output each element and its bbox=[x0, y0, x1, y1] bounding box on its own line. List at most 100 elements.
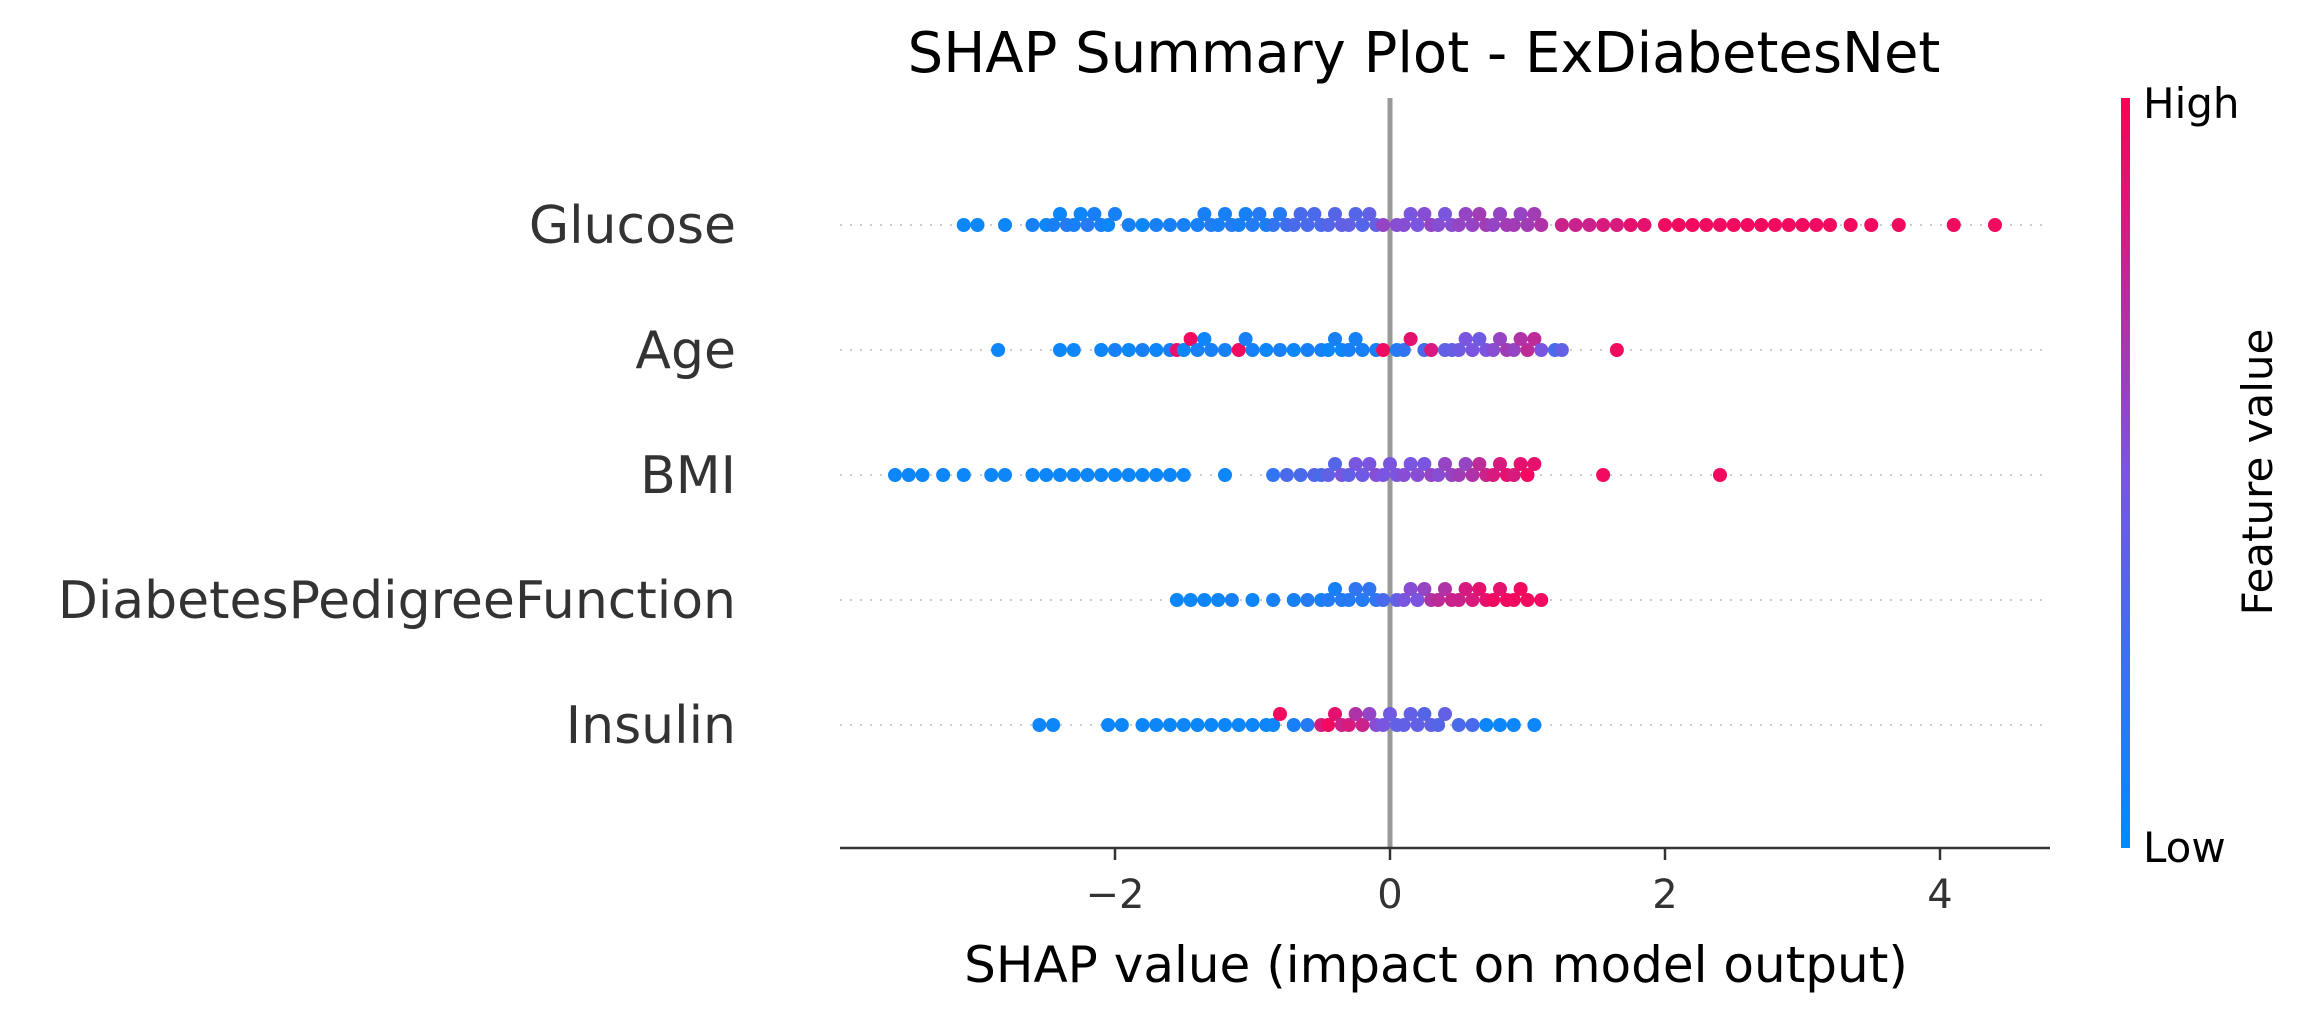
shap-point bbox=[1843, 218, 1858, 232]
shap-point bbox=[1293, 207, 1308, 221]
shap-point bbox=[1362, 457, 1377, 471]
shap-point bbox=[1891, 218, 1906, 232]
shap-point bbox=[1637, 218, 1652, 232]
shap-point bbox=[1493, 457, 1507, 471]
shap-point bbox=[1506, 468, 1521, 482]
shap-point bbox=[1101, 718, 1116, 732]
shap-point bbox=[1321, 468, 1336, 482]
shap-point bbox=[1726, 218, 1741, 232]
shap-point bbox=[1032, 718, 1047, 732]
shap-point bbox=[1321, 718, 1336, 732]
shap-point bbox=[1066, 468, 1081, 482]
shap-point bbox=[1472, 457, 1487, 471]
shap-point bbox=[998, 218, 1012, 232]
shap-point bbox=[1328, 457, 1342, 471]
shap-point bbox=[1328, 207, 1342, 221]
shap-point bbox=[1768, 218, 1782, 232]
shap-point bbox=[1218, 718, 1232, 732]
shap-point bbox=[1293, 468, 1308, 482]
shap-point bbox=[956, 468, 971, 482]
shap-point bbox=[1417, 457, 1432, 471]
shap-point bbox=[1527, 332, 1542, 346]
shap-point bbox=[1300, 718, 1315, 732]
shap-point bbox=[1520, 593, 1535, 607]
shap-point bbox=[1224, 593, 1239, 607]
shap-points bbox=[888, 207, 2002, 732]
shap-point bbox=[1431, 218, 1446, 232]
shap-point bbox=[1279, 468, 1294, 482]
shap-point bbox=[1108, 207, 1122, 221]
shap-point bbox=[991, 343, 1006, 357]
shap-point bbox=[1266, 468, 1281, 482]
shap-point bbox=[1431, 468, 1446, 482]
shap-point bbox=[1609, 343, 1624, 357]
shap-point bbox=[1025, 468, 1040, 482]
shap-point bbox=[1169, 593, 1184, 607]
x-axis-label: SHAP value (impact on model output) bbox=[964, 936, 1908, 994]
shap-point bbox=[1527, 457, 1542, 471]
shap-point bbox=[956, 218, 971, 232]
shap-point bbox=[1534, 343, 1549, 357]
shap-point bbox=[1238, 207, 1253, 221]
shap-point bbox=[1685, 218, 1700, 232]
shap-point bbox=[1341, 468, 1356, 482]
shap-point bbox=[1596, 468, 1611, 482]
shap-point bbox=[1300, 343, 1315, 357]
shap-point bbox=[1493, 332, 1507, 346]
chart-title: SHAP Summary Plot - ExDiabetesNet bbox=[908, 21, 1941, 86]
shap-point bbox=[1506, 593, 1521, 607]
shap-point bbox=[1114, 718, 1129, 732]
shap-point bbox=[1286, 218, 1301, 232]
shap-point bbox=[1486, 343, 1501, 357]
shap-point bbox=[1190, 343, 1205, 357]
shap-point bbox=[1795, 218, 1810, 232]
shap-point bbox=[1039, 468, 1054, 482]
shap-point bbox=[1341, 593, 1356, 607]
shap-point bbox=[1493, 582, 1507, 596]
shap-point bbox=[1176, 343, 1191, 357]
shap-point bbox=[1527, 207, 1542, 221]
shap-point bbox=[1176, 468, 1191, 482]
shap-point bbox=[1094, 468, 1109, 482]
shap-point bbox=[1486, 218, 1501, 232]
shap-point bbox=[1094, 343, 1109, 357]
shap-point bbox=[1321, 343, 1336, 357]
shap-point bbox=[1451, 468, 1466, 482]
colorbar-low-label: Low bbox=[2143, 823, 2226, 872]
shap-point bbox=[1376, 593, 1391, 607]
shap-point bbox=[1066, 343, 1081, 357]
shap-point bbox=[1493, 207, 1507, 221]
shap-point bbox=[1713, 468, 1727, 482]
shap-point bbox=[1080, 218, 1095, 232]
shap-point bbox=[1053, 207, 1067, 221]
shap-point bbox=[1458, 582, 1473, 596]
shap-point bbox=[1403, 457, 1418, 471]
shap-point bbox=[1781, 218, 1796, 232]
shap-point bbox=[1376, 718, 1391, 732]
shap-point bbox=[1465, 718, 1480, 732]
shap-point bbox=[1424, 343, 1439, 357]
x-tick-label: 4 bbox=[1927, 872, 1952, 918]
shap-point bbox=[1376, 343, 1391, 357]
shap-point bbox=[1431, 718, 1446, 732]
shap-point bbox=[1101, 218, 1116, 232]
shap-point bbox=[1506, 343, 1521, 357]
shap-point bbox=[1121, 468, 1136, 482]
shap-point bbox=[1479, 718, 1494, 732]
shap-point bbox=[1341, 218, 1356, 232]
shap-point bbox=[1396, 593, 1411, 607]
feature-label: Age bbox=[635, 321, 736, 381]
shap-point bbox=[1300, 593, 1315, 607]
feature-label: Insulin bbox=[566, 696, 736, 756]
shap-point bbox=[1623, 218, 1638, 232]
shap-point bbox=[1383, 457, 1397, 471]
shap-point bbox=[1053, 468, 1067, 482]
shap-point bbox=[984, 468, 999, 482]
shap-point bbox=[1410, 593, 1425, 607]
shap-point bbox=[1554, 218, 1569, 232]
shap-point bbox=[1472, 582, 1487, 596]
shap-point bbox=[1176, 218, 1191, 232]
shap-point bbox=[1121, 218, 1136, 232]
shap-point bbox=[1513, 582, 1528, 596]
